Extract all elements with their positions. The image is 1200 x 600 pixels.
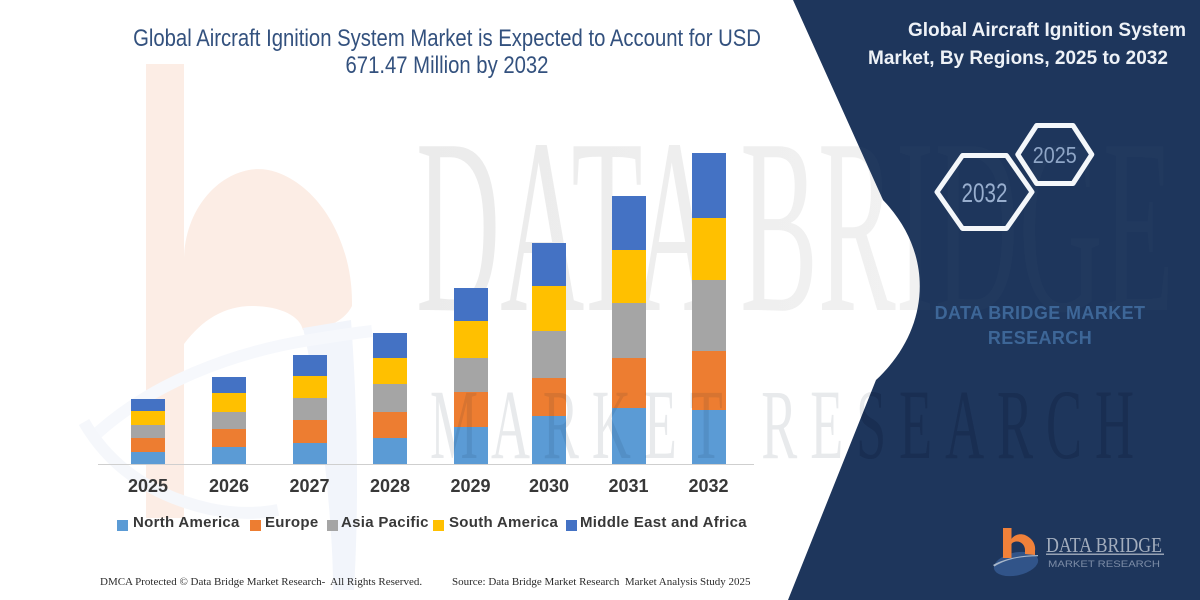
svg-text:MARKET RESEARCH: MARKET RESEARCH <box>430 370 1147 481</box>
svg-text:MARKET RESEARCH: MARKET RESEARCH <box>1048 559 1160 569</box>
svg-text:2025: 2025 <box>1033 142 1077 168</box>
svg-text:2032: 2032 <box>962 178 1008 208</box>
svg-text:DATA BRIDGE: DATA BRIDGE <box>1046 533 1162 557</box>
